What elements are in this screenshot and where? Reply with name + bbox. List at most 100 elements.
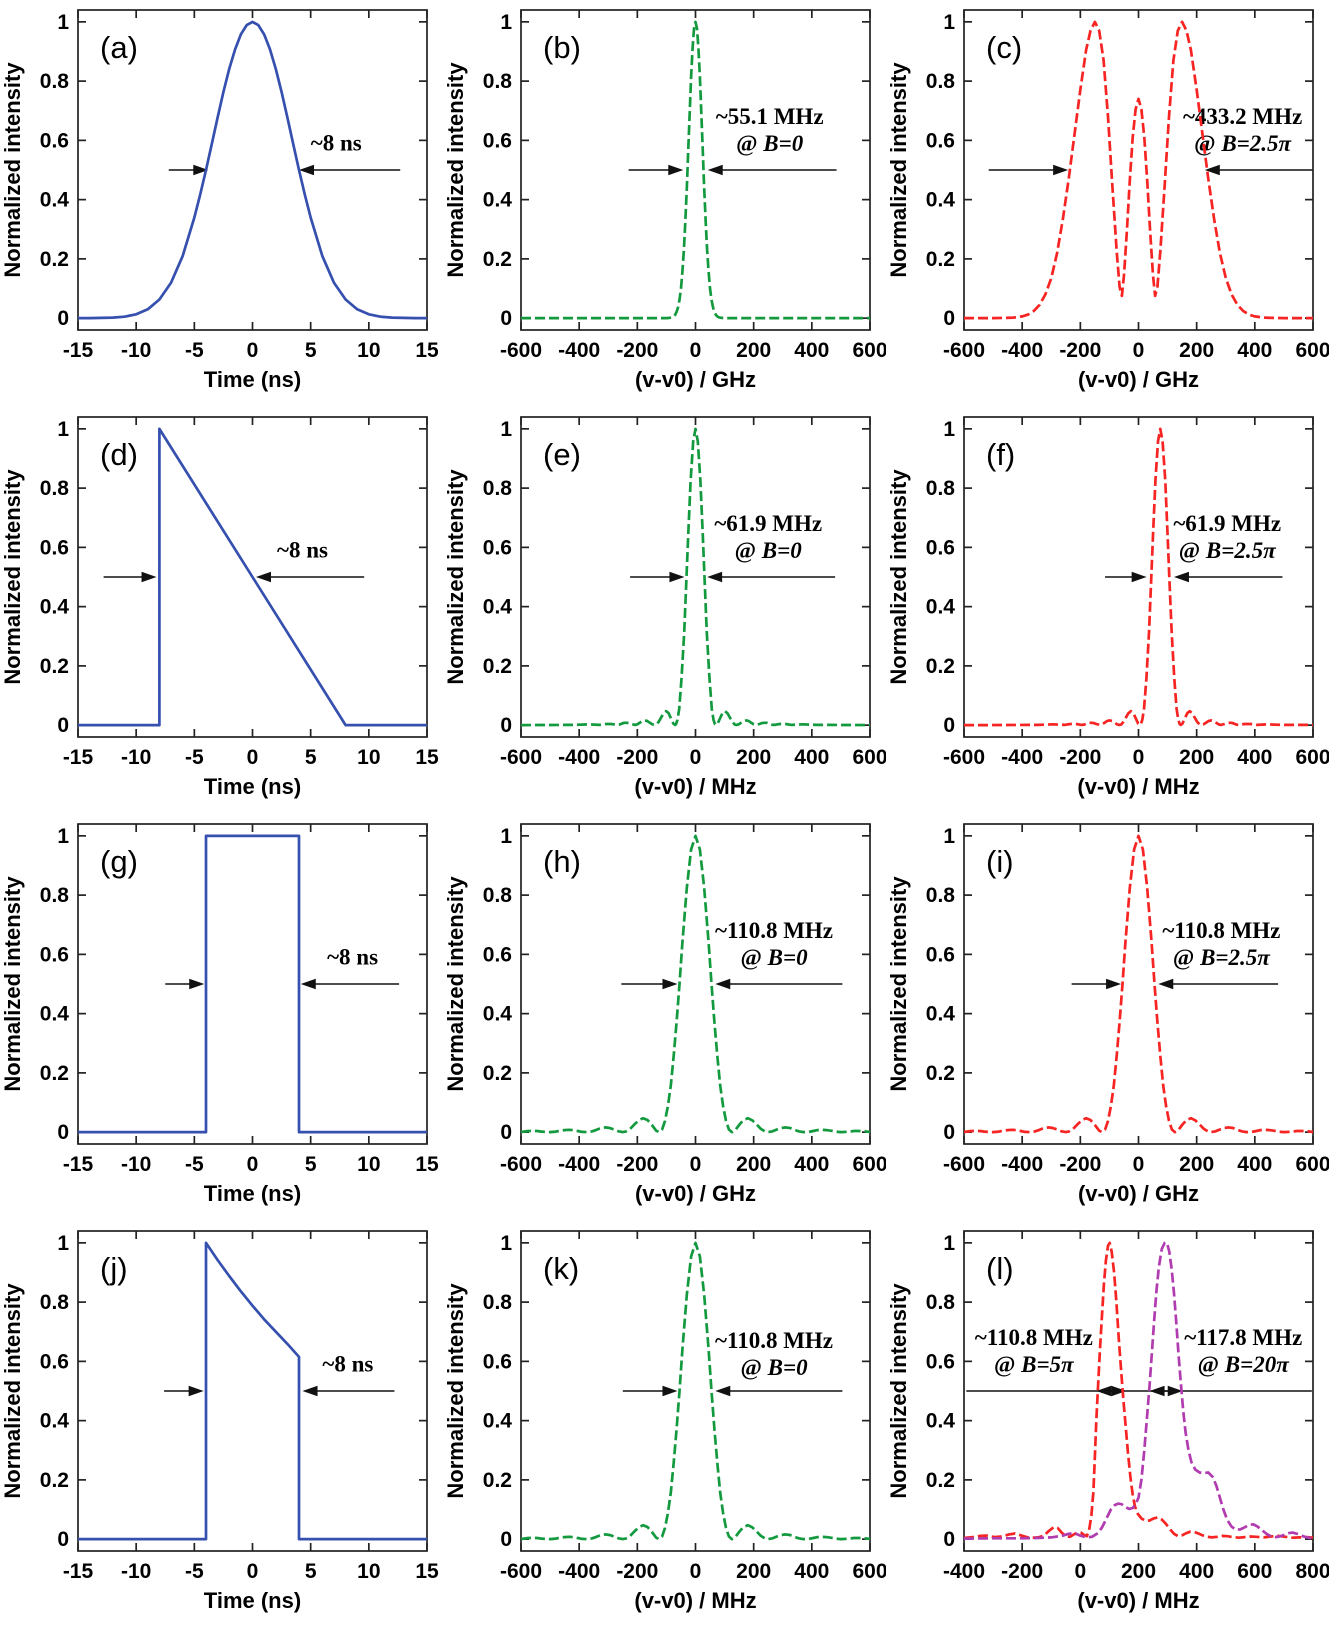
annotation-text: ~110.8 MHz	[1162, 918, 1280, 943]
y-tick-label: 0.4	[483, 1410, 513, 1433]
x-tick-label: -600	[500, 1153, 542, 1176]
fwhm-arrow	[621, 978, 678, 990]
x-tick-label: 0	[247, 339, 259, 362]
y-tick-label: 1	[57, 1232, 69, 1255]
y-tick-label: 0.2	[40, 248, 69, 271]
arrowhead-icon	[1167, 1385, 1183, 1397]
fwhm-arrow	[255, 571, 365, 583]
x-tick-label: 0	[690, 1560, 702, 1583]
arrowhead-icon	[1173, 571, 1189, 583]
x-tick-label: 200	[736, 1560, 771, 1583]
x-tick-label: -400	[1001, 1153, 1043, 1176]
x-tick-label: -600	[943, 339, 985, 362]
y-tick-label: 0.4	[40, 1003, 70, 1026]
x-tick-label: 10	[357, 1153, 380, 1176]
annotation-text: @ B=0	[740, 945, 808, 971]
y-tick-label: 0.4	[926, 1410, 956, 1433]
fwhm-arrow	[1105, 571, 1147, 583]
arrowhead-icon	[707, 571, 723, 583]
plot-e: -600 -400 -200 0 200 400 600 0 0.2 0.4 0.6 0.8 1 (v-v…	[443, 416, 886, 799]
panel-e: -600 -400 -200 0 200 400 600 0 0.2 0.4 0.6 0.8 1 (v-v…	[443, 407, 886, 814]
y-axis-label: Normalized intensity	[886, 62, 911, 278]
x-tick-label: -400	[558, 339, 600, 362]
arrowhead-icon	[1131, 571, 1147, 583]
y-tick-label: 0.4	[483, 189, 513, 212]
annotation-text: ~433.2 MHz	[1183, 104, 1302, 129]
y-tick-label: 0.4	[40, 596, 70, 619]
y-tick-label: 0.8	[40, 477, 70, 500]
tick-marks	[963, 824, 1314, 1144]
fwhm-arrow	[103, 571, 157, 583]
y-tick-label: 0	[943, 1121, 955, 1144]
x-tick-label: 0	[247, 746, 259, 769]
arrowhead-icon	[668, 164, 684, 176]
fwhm-arrow	[1149, 1385, 1183, 1397]
panel-letter: (b)	[543, 30, 581, 65]
series-spectrum-B20pi	[963, 1241, 1314, 1540]
x-tick-label: -200	[1059, 339, 1101, 362]
series-sinc2-spectrum-B0	[520, 1241, 871, 1541]
x-tick-label: 10	[357, 746, 380, 769]
fwhm-arrow	[1158, 978, 1279, 990]
x-tick-label: 5	[305, 1560, 317, 1583]
y-tick-label: 0.8	[483, 477, 513, 500]
y-tick-label: 0.4	[483, 596, 513, 619]
y-axis-label: Normalized intensity	[0, 1283, 25, 1499]
y-tick-label: 0	[57, 714, 69, 737]
annotation-text: ~61.9 MHz	[714, 511, 822, 536]
y-tick-label: 0.8	[483, 70, 513, 93]
x-tick-label: 600	[1295, 339, 1329, 362]
x-tick-label: -15	[63, 339, 94, 362]
y-tick-label: 1	[943, 1232, 955, 1255]
panel-letter: (d)	[100, 437, 138, 472]
x-tick-label: 5	[305, 1153, 317, 1176]
plot-l: -400 -200 0 200 400 600 800 0 0.2 0.4 0.6 0.8 1 (v-v0…	[886, 1230, 1329, 1613]
y-tick-label: 0.6	[483, 943, 512, 966]
annotation-text: ~8 ns	[327, 945, 378, 970]
x-tick-label: -15	[63, 1153, 94, 1176]
annotation-text: ~110.8 MHz	[975, 1325, 1093, 1350]
y-tick-label: 0.6	[40, 536, 69, 559]
plot-g: -15 -10 -5 0 5 10 15 0 0.2 0.4 0.6 0.8 1 Time (ns) Nor…	[0, 823, 439, 1206]
x-tick-label: 400	[1179, 1560, 1214, 1583]
x-tick-label: 600	[852, 1153, 886, 1176]
arrowhead-icon	[662, 1385, 678, 1397]
y-tick-label: 0.4	[40, 1410, 70, 1433]
annotation-text: ~55.1 MHz	[716, 104, 824, 129]
panel-letter: (c)	[986, 30, 1022, 65]
x-tick-label: 600	[852, 339, 886, 362]
y-tick-label: 1	[57, 825, 69, 848]
fwhm-arrow	[1071, 978, 1122, 990]
y-tick-label: 0.4	[40, 189, 70, 212]
fwhm-arrow	[1096, 1385, 1127, 1397]
tick-marks	[77, 824, 428, 1144]
y-axis-label: Normalized intensity	[886, 469, 911, 685]
plot-f: -600 -400 -200 0 200 400 600 0 0.2 0.4 0.6 0.8 1 (v-v…	[886, 416, 1329, 799]
plot-h: -600 -400 -200 0 200 400 600 0 0.2 0.4 0.6 0.8 1 (v-v…	[443, 823, 886, 1206]
y-tick-label: 0.8	[483, 884, 513, 907]
plot-c: -600 -400 -200 0 200 400 600 0 0.2 0.4 0.6 0.8 1 (v-v…	[886, 9, 1329, 392]
x-tick-label: -200	[616, 1560, 658, 1583]
panel-l: -400 -200 0 200 400 600 800 0 0.2 0.4 0.6 0.8 1 (v-v0…	[886, 1221, 1329, 1628]
panel-letter: (f)	[986, 437, 1015, 472]
arrowhead-icon	[300, 978, 316, 990]
annotation-text: ~117.8 MHz	[1184, 1325, 1302, 1350]
annotation-text: ~8 ns	[322, 1352, 373, 1377]
x-tick-label: 400	[1237, 339, 1272, 362]
panel-letter: (e)	[543, 437, 581, 472]
x-tick-label: 600	[1295, 1153, 1329, 1176]
x-axis-label: Time (ns)	[204, 1588, 301, 1613]
plot-j: -15 -10 -5 0 5 10 15 0 0.2 0.4 0.6 0.8 1 Time (ns) Nor…	[0, 1230, 439, 1613]
y-tick-label: 0.6	[483, 129, 512, 152]
fwhm-arrow	[1173, 571, 1283, 583]
y-tick-label: 1	[943, 825, 955, 848]
panel-letter: (j)	[100, 1251, 128, 1286]
x-tick-label: -400	[1001, 339, 1043, 362]
y-tick-label: 0.4	[483, 1003, 513, 1026]
arrowhead-icon	[707, 164, 723, 176]
x-tick-label: -600	[500, 339, 542, 362]
x-tick-label: 10	[357, 1560, 380, 1583]
series-decaying-square-pulse-8ns	[78, 1241, 427, 1541]
x-tick-label: -10	[121, 1153, 151, 1176]
panel-letter: (h)	[543, 844, 581, 879]
